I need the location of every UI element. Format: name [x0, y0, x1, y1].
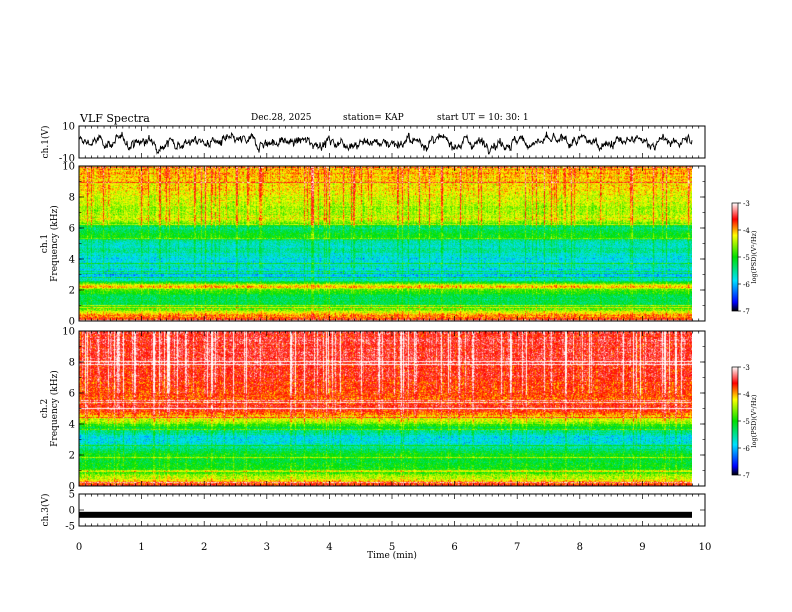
ch2-spectrogram-ytick-label: 6 — [69, 389, 75, 400]
ch1-spectrogram-ytick-label: 10 — [62, 162, 75, 173]
ch1-spectrogram-ytick-label: 8 — [69, 193, 75, 204]
ch2-spectrogram-ytick-label: 0 — [69, 482, 75, 493]
ch1-trace — [78, 131, 693, 155]
ch2-spectrogram-colorbar-tick-label: -4 — [743, 391, 750, 399]
ch2-spectrogram-colorbar-tick-label: -5 — [743, 418, 750, 426]
x-tick-label: 2 — [201, 542, 207, 553]
ch1-spectrogram-ylabel-line2: Frequency (kHz) — [49, 205, 60, 282]
x-tick-label: 6 — [451, 542, 457, 553]
ch2-spectrogram-ylabel-line2: Frequency (kHz) — [49, 370, 60, 447]
ch1-spectrogram-ytick-label: 6 — [69, 224, 75, 235]
x-axis-label: Time (min) — [367, 550, 417, 561]
ch2-spectrogram-ytick-label: 4 — [69, 420, 75, 431]
ch1-spectrogram-ytick-label: 4 — [69, 255, 75, 266]
ch1-spectrogram-colorbar-tick-label: -6 — [743, 281, 750, 289]
ch3-waveform-ytick-label: 0 — [69, 506, 75, 517]
ch2-spectrogram-colorbar-label: log(PSD)(V²/Hz) — [750, 394, 758, 447]
x-tick-label: 10 — [699, 542, 712, 553]
ch3-waveform-ylabel: ch.3(V) — [40, 494, 51, 527]
ch1-spectrogram-colorbar-tick-label: -7 — [743, 308, 750, 316]
ch1-spectrogram-image — [79, 166, 692, 321]
ch1-spectrogram-colorbar-label: log(PSD)(V²/Hz) — [750, 230, 758, 283]
ch3-trace — [79, 511, 692, 518]
ch1-spectrogram-colorbar-tick-label: -3 — [743, 200, 750, 208]
ch2-spectrogram-colorbar-tick-label: -6 — [743, 445, 750, 453]
ch2-spectrogram-ytick-label: 2 — [69, 451, 75, 462]
start-time-label: start UT = 10: 30: 1 — [437, 113, 529, 123]
ch1-spectrogram-ylabel-line1: ch.1 — [40, 234, 50, 253]
ch1-spectrogram-colorbar — [731, 202, 739, 312]
ch1-waveform-ytick-label: -10 — [59, 154, 75, 165]
x-tick-label: 5 — [389, 542, 395, 553]
ch2-spectrogram-ylabel-line1: ch.2 — [40, 399, 50, 418]
ch2-spectrogram-ytick-label: 8 — [69, 358, 75, 369]
chart-title: VLF Spectra — [80, 112, 150, 125]
ch2-spectrogram-colorbar-tick-label: -7 — [743, 472, 750, 480]
x-tick-label: 4 — [326, 542, 332, 553]
x-tick-label: 3 — [264, 542, 270, 553]
x-tick-label: 7 — [514, 542, 520, 553]
station-label: station= KAP — [343, 113, 404, 123]
x-tick-label: 1 — [138, 542, 144, 553]
x-tick-label: 8 — [577, 542, 583, 553]
ch2-spectrogram-image — [79, 331, 692, 486]
ch2-spectrogram-colorbar-tick-label: -3 — [743, 364, 750, 372]
ch2-spectrogram-colorbar — [731, 366, 739, 476]
ch1-waveform-ytick-label: 10 — [62, 122, 75, 133]
ch1-spectrogram-colorbar-tick-label: -5 — [743, 254, 750, 262]
ch3-waveform-ytick-label: 5 — [69, 490, 75, 501]
date-label: Dec.28, 2025 — [251, 113, 312, 123]
ch2-spectrogram-ytick-label: 10 — [62, 327, 75, 338]
x-tick-label: 9 — [639, 542, 645, 553]
ch1-spectrogram-colorbar-tick-label: -4 — [743, 227, 750, 235]
ch1-spectrogram-ytick-label: 0 — [69, 317, 75, 328]
ch1-waveform-ylabel: ch.1(V) — [40, 126, 51, 159]
ch1-spectrogram-ytick-label: 2 — [69, 286, 75, 297]
ch3-waveform-ytick-label: -5 — [65, 522, 75, 533]
x-tick-label: 0 — [76, 542, 82, 553]
